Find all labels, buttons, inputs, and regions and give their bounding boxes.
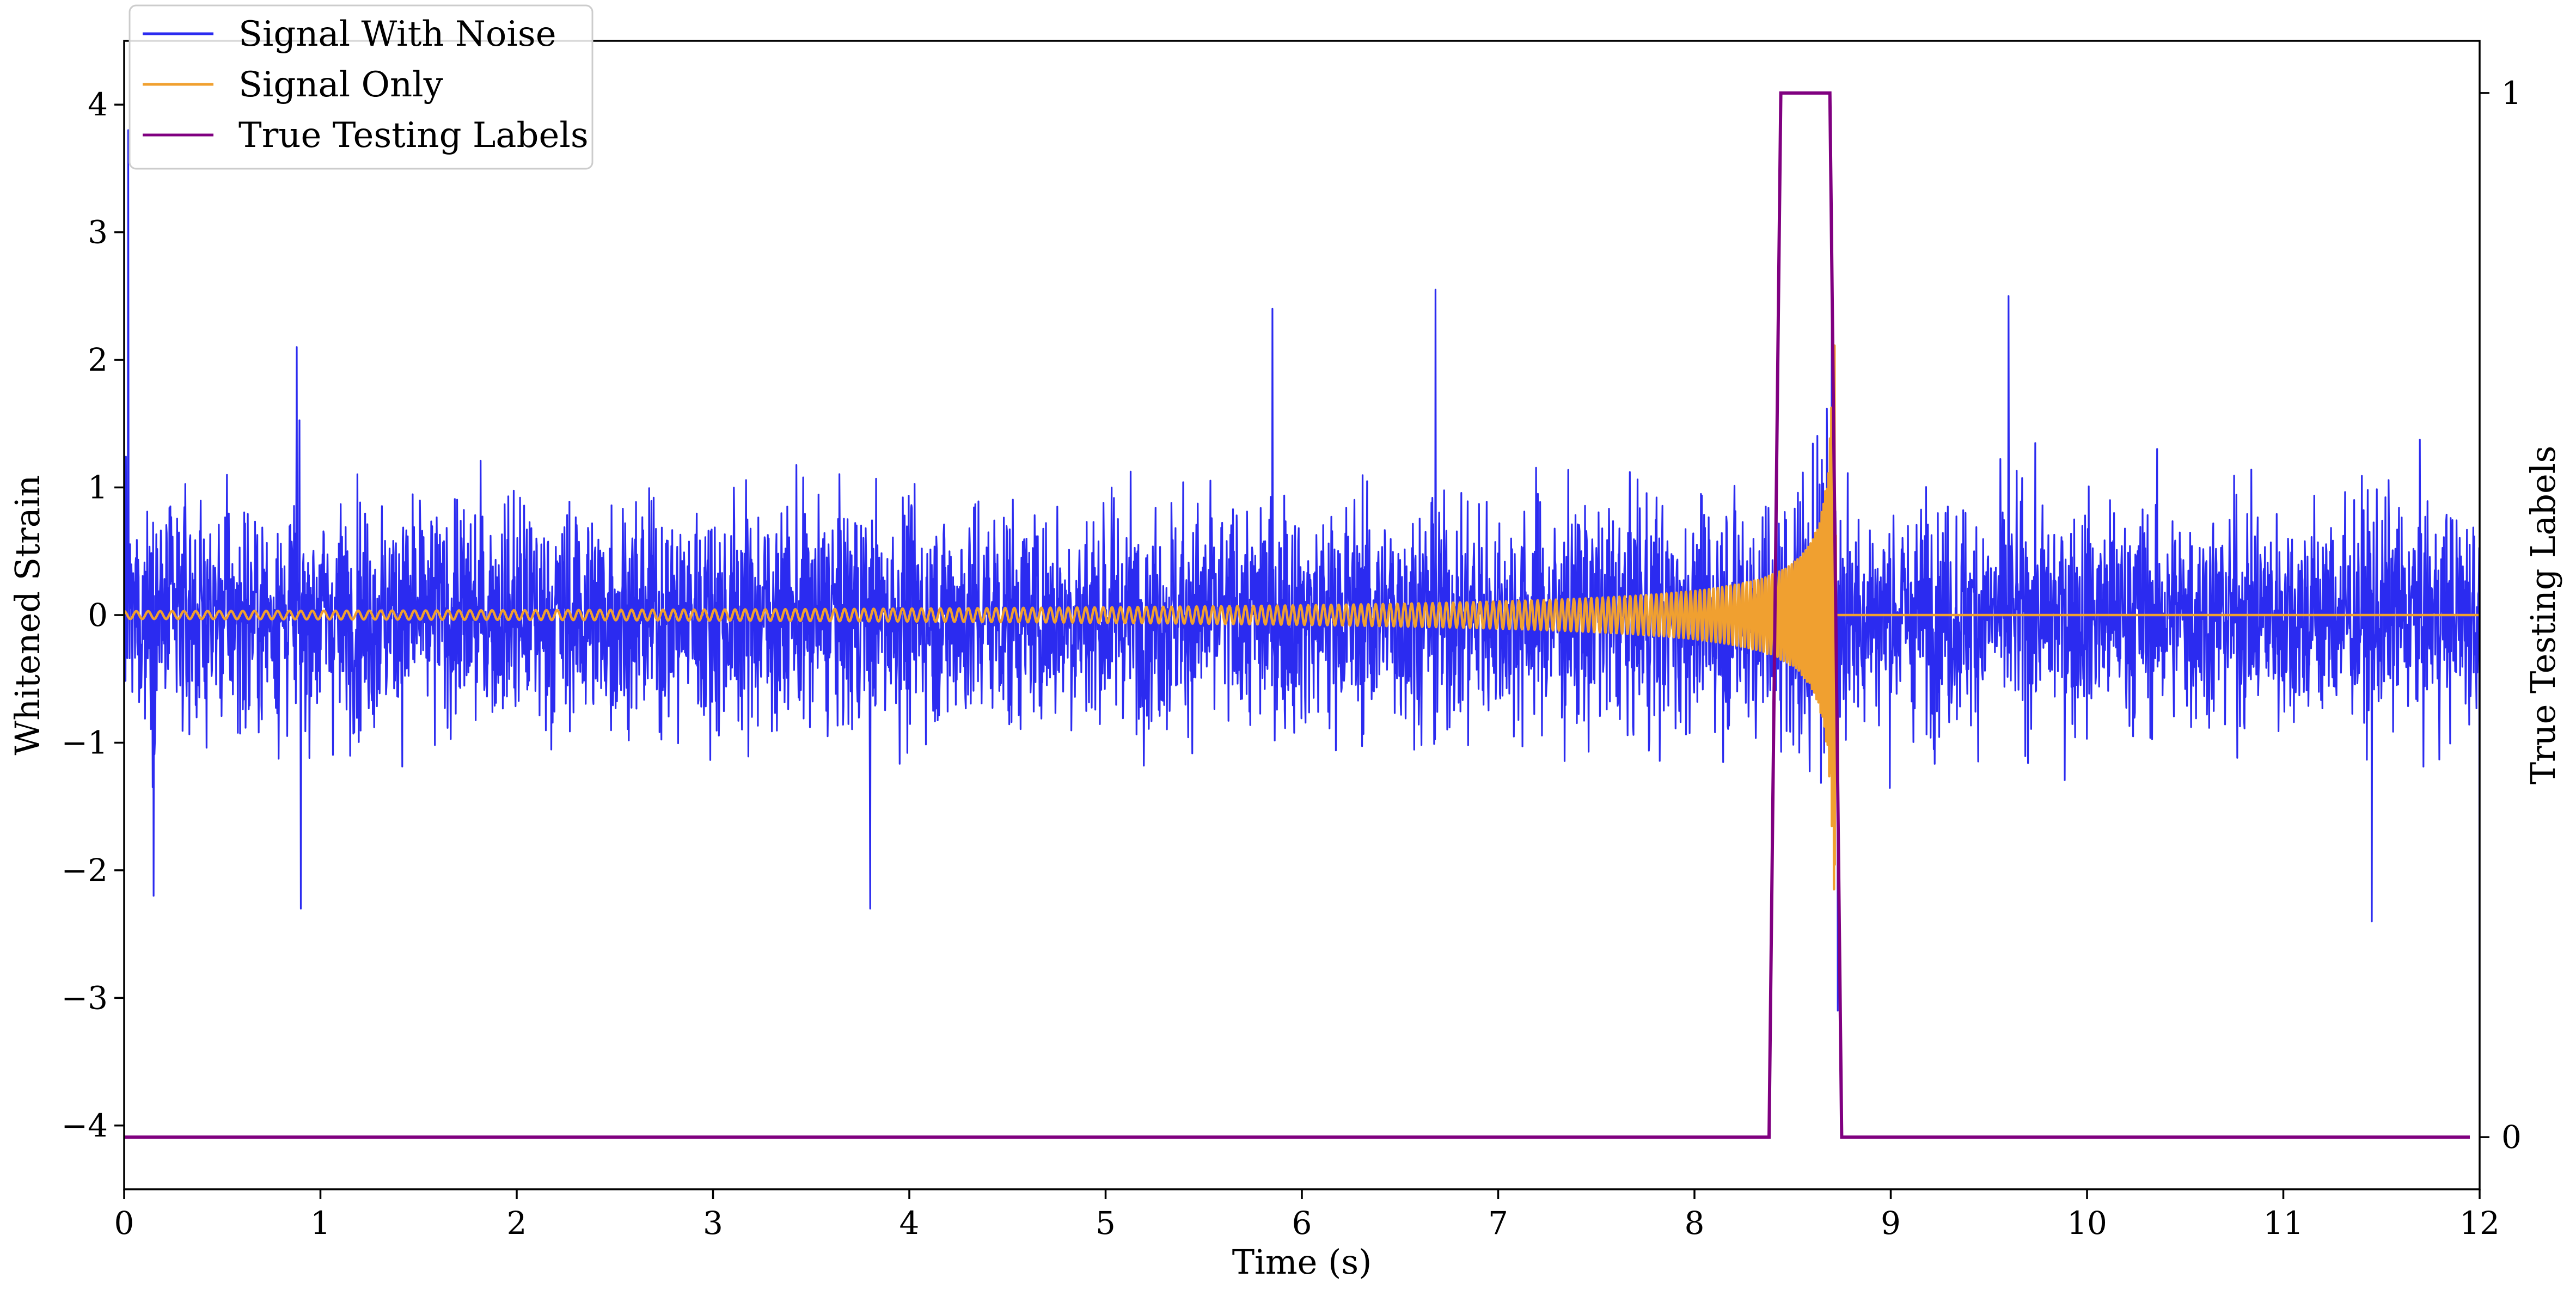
x-tick-label: 3 <box>703 1205 723 1242</box>
y2-tick-label: 0 <box>2501 1119 2522 1156</box>
x-tick-label: 4 <box>900 1205 920 1242</box>
y-axis-right: 01 <box>2480 75 2522 1156</box>
x-tick-label: 2 <box>507 1205 527 1242</box>
series-signal-only-line <box>124 344 2480 890</box>
y-axis-left: −4 −3 −2 −1 0 1 2 3 4 <box>62 86 124 1144</box>
x-axis: 0 1 2 3 4 5 6 7 8 9 10 11 12 <box>114 1189 2500 1242</box>
series-true-testing-labels-line <box>124 91 2470 1139</box>
y2-tick-label: 1 <box>2501 75 2522 112</box>
x-tick-label: 12 <box>2459 1205 2500 1242</box>
legend-label-true-testing-labels: True Testing Labels <box>238 115 589 156</box>
y-axis-label: Whitened Strain <box>8 475 47 756</box>
y-tick-label: −3 <box>62 979 108 1016</box>
x-tick-label: 7 <box>1488 1205 1508 1242</box>
x-axis-label: Time (s) <box>1232 1242 1372 1282</box>
x-tick-label: 6 <box>1292 1205 1312 1242</box>
legend-label-signal-with-noise: Signal With Noise <box>238 14 556 54</box>
legend-box <box>129 4 593 170</box>
x-tick-label: 1 <box>310 1205 331 1242</box>
y-tick-label: 0 <box>88 597 108 634</box>
legend-label-signal-only: Signal Only <box>238 65 443 105</box>
x-tick-label: 10 <box>2067 1205 2107 1242</box>
x-tick-label: 9 <box>1881 1205 1901 1242</box>
x-tick-label: 11 <box>2263 1205 2304 1242</box>
legend: Signal With Noise Signal Only True Testi… <box>129 4 593 170</box>
series-signal-with-noise-line <box>124 129 2480 1113</box>
y-tick-label: −2 <box>62 852 108 889</box>
y-tick-label: 3 <box>88 214 108 251</box>
x-tick-label: 8 <box>1685 1205 1705 1242</box>
plot-area <box>124 91 2480 1139</box>
y-tick-label: −1 <box>62 724 108 761</box>
y2-axis-label: True Testing Labels <box>2523 446 2563 785</box>
y-tick-label: 4 <box>88 86 108 123</box>
y-tick-label: −4 <box>62 1107 108 1144</box>
x-tick-label: 5 <box>1096 1205 1116 1242</box>
y-tick-label: 2 <box>88 341 108 378</box>
x-tick-label: 0 <box>114 1205 134 1242</box>
y-tick-label: 1 <box>88 469 108 506</box>
